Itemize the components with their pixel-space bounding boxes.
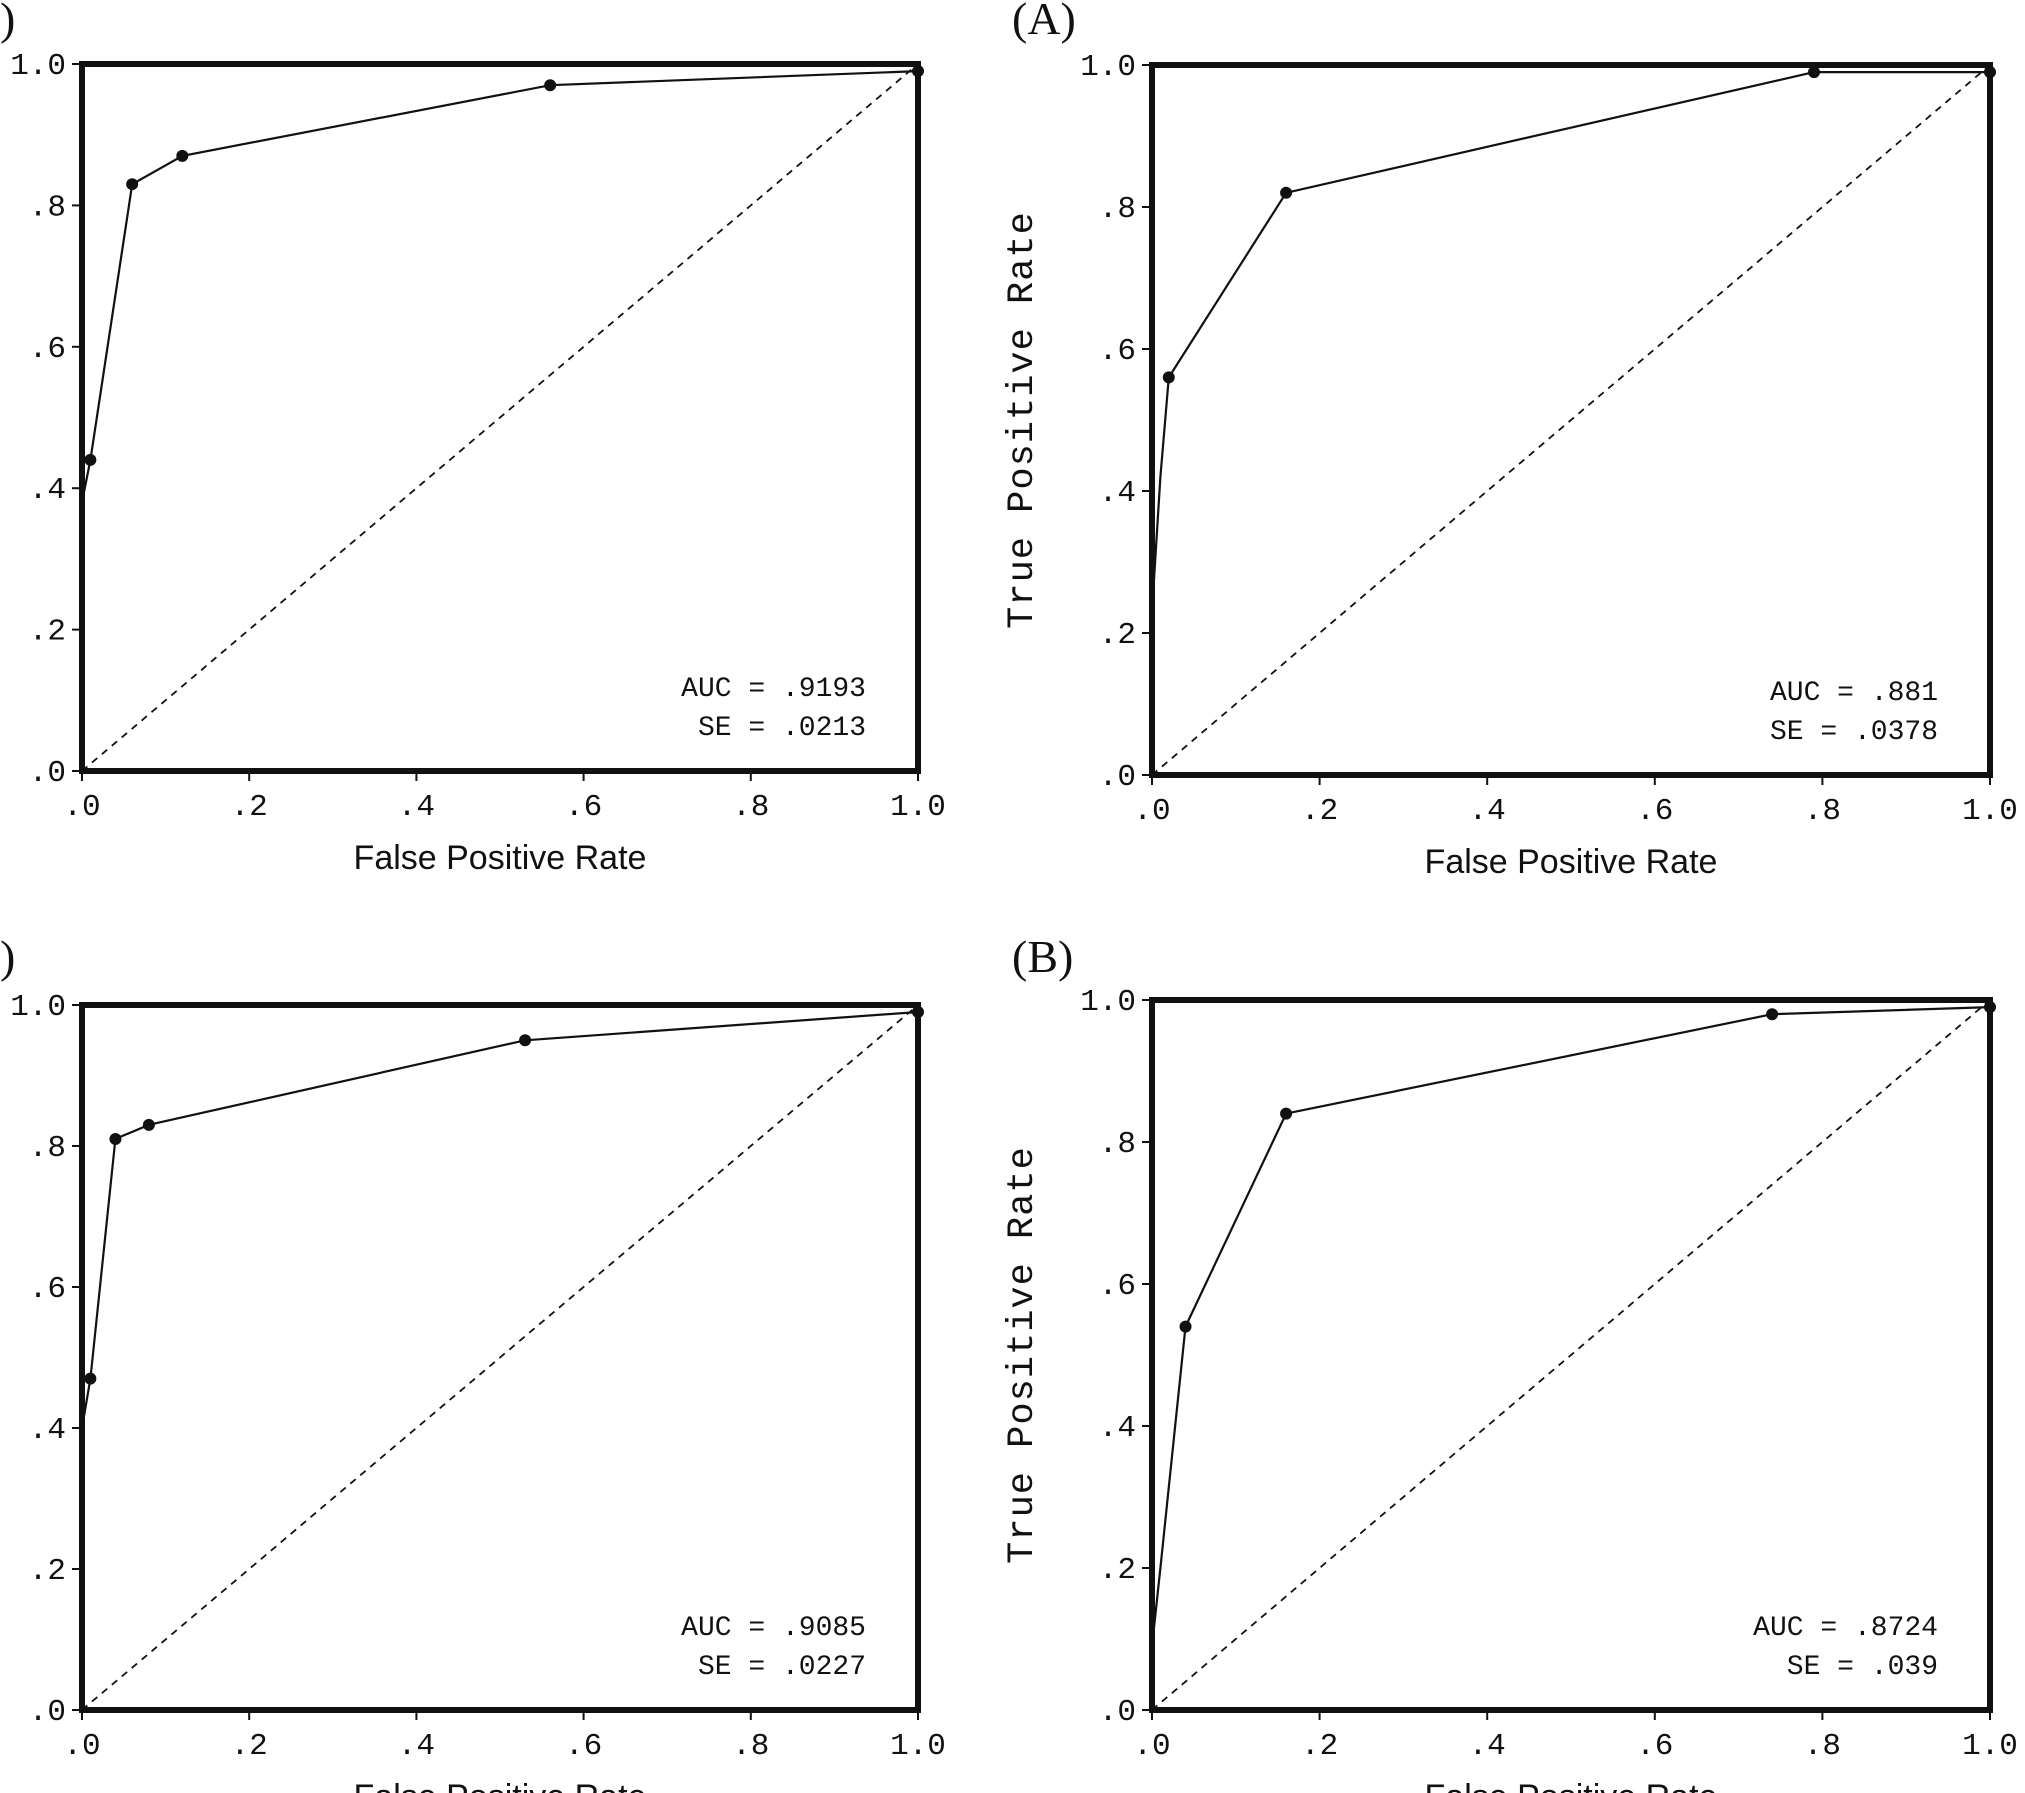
roc-panel-1: ) .0 .2 .4 .6 .8 1.0 .0 .2 .4 .6 .8 1.0 False Positiv… — [0, 0, 946, 877]
roc-point — [1280, 186, 1293, 199]
x-tick-label: .8 — [732, 790, 769, 825]
y-tick-label: .6 — [1099, 1269, 1136, 1304]
roc-curve-line — [1150, 1006, 1991, 1675]
roc-point — [544, 79, 557, 92]
roc-panel-4: (B) .0 .2 .4 .6 .8 1.0 .0 .2 .4 .6 .8 1.0 False Posit… — [1002, 931, 2018, 1793]
y-tick-label: .2 — [29, 615, 66, 650]
roc-panel-2: (A) .0 .2 .4 .6 .8 1.0 .0 .2 .4 .6 .8 1.0 False Posit… — [1002, 0, 2018, 881]
roc-point — [1808, 66, 1821, 79]
roc-curve-line — [80, 1010, 919, 1541]
y-axis-label: True Positive Rate — [1002, 211, 1044, 629]
y-tick-label: 1.0 — [1080, 50, 1136, 85]
x-tick-label: .6 — [1636, 1729, 1673, 1764]
y-tick-label: .2 — [1099, 1553, 1136, 1588]
x-tick-label: .6 — [1636, 794, 1673, 829]
y-tick-label: .8 — [29, 1131, 66, 1166]
roc-point — [519, 1034, 532, 1047]
x-tick-label: 1.0 — [890, 1729, 946, 1764]
plot-frame — [1149, 62, 1993, 778]
x-tick-label: .4 — [1469, 794, 1506, 829]
x-tick-label: .2 — [231, 1729, 268, 1764]
x-tick-label: .4 — [398, 1729, 435, 1764]
reference-diagonal-line — [81, 63, 919, 772]
y-tick-label: .6 — [29, 1272, 66, 1307]
y-tick-label: .0 — [1099, 1695, 1136, 1730]
auc-annotation: AUC = .8724 — [1753, 1613, 1938, 1644]
y-tick-label: .2 — [1099, 618, 1136, 653]
x-tick-label: .2 — [1301, 794, 1338, 829]
roc-point — [176, 149, 189, 162]
roc-panel-3: ) .0 .2 .4 .6 .8 1.0 .0 .2 .4 .6 .8 1.0 False Positiv… — [0, 931, 946, 1793]
x-tick-label: .8 — [1804, 1729, 1841, 1764]
y-tick-label: .0 — [29, 756, 66, 791]
y-tick-label: 1.0 — [10, 49, 66, 84]
y-axis-label: True Positive Rate — [1002, 1146, 1044, 1564]
roc-point — [1162, 371, 1175, 384]
roc-point — [1280, 1107, 1293, 1120]
plot-frame — [79, 1002, 921, 1713]
x-axis-label: False Positive Rate — [354, 1778, 647, 1793]
auc-annotation: AUC = .9193 — [681, 674, 866, 705]
x-tick-label: .6 — [565, 790, 602, 825]
se-annotation: SE = .0227 — [698, 1652, 866, 1683]
x-tick-label: .2 — [1301, 1729, 1338, 1764]
y-tick-label: .4 — [1099, 1411, 1136, 1446]
y-tick-label: 1.0 — [10, 990, 66, 1025]
plot-frame — [79, 61, 921, 774]
x-tick-label: .8 — [1804, 794, 1841, 829]
roc-point — [109, 1132, 122, 1145]
y-tick-label: .0 — [29, 1695, 66, 1730]
panel-label: (A) — [1012, 0, 1076, 44]
y-tick-label: 1.0 — [1080, 985, 1136, 1020]
y-tick-label: .8 — [1099, 1127, 1136, 1162]
x-tick-label: .0 — [1133, 794, 1170, 829]
x-tick-label: .0 — [1133, 1729, 1170, 1764]
x-tick-label: .2 — [231, 790, 268, 825]
x-axis-label: False Positive Rate — [1425, 843, 1718, 881]
y-tick-label: .4 — [1099, 476, 1136, 511]
se-annotation: SE = .039 — [1787, 1652, 1938, 1683]
x-tick-label: 1.0 — [1962, 794, 2018, 829]
reference-diagonal-line — [1151, 64, 1991, 776]
auc-annotation: AUC = .9085 — [681, 1613, 866, 1644]
x-axis-label: False Positive Rate — [354, 839, 647, 877]
roc-point — [1766, 1008, 1779, 1021]
x-tick-label: .0 — [63, 790, 100, 825]
x-tick-label: 1.0 — [890, 790, 946, 825]
y-tick-label: .6 — [29, 332, 66, 367]
panel-label: ) — [0, 0, 15, 44]
plot-frame — [1149, 997, 1993, 1713]
y-tick-label: .6 — [1099, 334, 1136, 369]
x-tick-label: .8 — [732, 1729, 769, 1764]
y-tick-label: .2 — [29, 1554, 66, 1589]
x-tick-label: .4 — [398, 790, 435, 825]
x-tick-label: .4 — [1469, 1729, 1506, 1764]
x-tick-label: .0 — [63, 1729, 100, 1764]
roc-point — [1179, 1320, 1192, 1333]
y-tick-label: .8 — [29, 190, 66, 225]
se-annotation: SE = .0378 — [1770, 717, 1938, 748]
roc-point — [84, 1372, 97, 1385]
roc-curve-line — [1150, 70, 1990, 676]
x-tick-label: 1.0 — [1962, 1729, 2018, 1764]
panel-label: ) — [0, 931, 15, 982]
y-tick-label: .4 — [29, 1413, 66, 1448]
se-annotation: SE = .0213 — [698, 713, 866, 744]
roc-point — [126, 178, 139, 191]
y-tick-label: .0 — [1099, 760, 1136, 795]
panel-label: (B) — [1012, 931, 1073, 982]
x-tick-label: .6 — [565, 1729, 602, 1764]
reference-diagonal-line — [81, 1004, 919, 1711]
y-tick-label: .8 — [1099, 192, 1136, 227]
roc-point — [84, 453, 97, 466]
roc-point — [142, 1118, 155, 1131]
reference-diagonal-line — [1151, 999, 1991, 1711]
y-tick-label: .4 — [29, 473, 66, 508]
x-axis-label: False Positive Rate — [1425, 1778, 1718, 1793]
auc-annotation: AUC = .881 — [1770, 678, 1938, 709]
roc-curve-line — [80, 70, 919, 616]
